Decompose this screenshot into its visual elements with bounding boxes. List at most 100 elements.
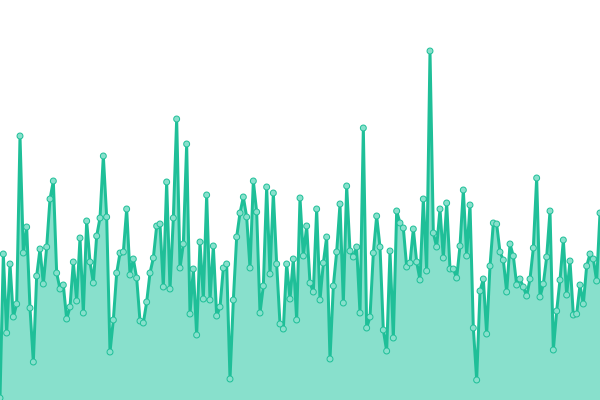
data-point [169,214,177,222]
data-point [359,124,367,132]
data-point [73,297,81,305]
data-point [486,262,494,270]
data-point [466,201,474,209]
data-point [66,303,74,311]
data-point [203,191,211,199]
data-point [269,189,277,197]
data-point [86,258,94,266]
data-point [369,249,377,257]
data-point [393,207,401,215]
data-point [223,260,231,268]
data-point [216,303,224,311]
data-point [456,242,464,250]
data-point [103,213,111,221]
data-point [229,296,237,304]
data-point [113,269,121,277]
data-point [353,243,361,251]
data-point [13,300,21,308]
data-point [199,295,207,303]
data-point [543,253,551,261]
data-point [96,214,104,222]
data-point [303,222,311,230]
data-point [129,255,137,263]
data-point [313,205,321,213]
data-point [559,236,567,244]
data-point [439,254,447,262]
data-point [189,265,197,273]
data-point [33,272,41,280]
data-point [206,296,214,304]
data-point [419,195,427,203]
data-point [163,178,171,186]
data-point [176,264,184,272]
data-point [23,223,31,231]
data-point [573,310,581,318]
data-point [149,254,157,262]
data-point [246,264,254,272]
data-point [509,252,517,260]
data-point [226,375,234,383]
data-point [546,207,554,215]
data-point [519,283,527,291]
data-point [256,309,264,317]
data-point [556,276,564,284]
data-point [373,212,381,220]
data-point [146,269,154,277]
data-point [159,283,167,291]
data-point [173,115,181,123]
data-point [243,213,251,221]
data-point [356,309,364,317]
data-point [493,220,501,228]
data-point [346,247,354,255]
data-point [413,258,421,266]
data-point [236,209,244,217]
data-point [483,330,491,338]
data-point [289,255,297,263]
data-point [516,275,524,283]
data-point [183,140,191,148]
data-point [156,220,164,228]
data-point [89,279,97,287]
data-point [63,315,71,323]
data-point [506,240,514,248]
data-point [399,224,407,232]
data-point [586,250,594,258]
data-point [326,355,334,363]
data-point [583,262,591,270]
data-point [276,320,284,328]
data-point [436,205,444,213]
data-point [363,324,371,332]
data-point [343,182,351,190]
data-point [29,358,37,366]
data-point [383,347,391,355]
data-point [349,253,357,261]
data-point [499,256,507,264]
data-point [579,300,587,308]
data-point [133,274,141,282]
data-point [396,219,404,227]
data-point [266,270,274,278]
data-point [309,288,317,296]
data-point [473,376,481,384]
data-point [449,265,457,273]
data-point [463,252,471,260]
data-point [19,249,27,257]
data-point [409,225,417,233]
data-point [476,287,484,295]
data-point [443,199,451,207]
data-point [126,271,134,279]
data-point [106,348,114,356]
data-point [109,316,117,324]
data-point [526,275,534,283]
data-point [93,232,101,240]
data-point [329,282,337,290]
data-point [549,346,557,354]
data-point [319,259,327,267]
data-point [46,195,54,203]
data-point [513,281,521,289]
data-point [43,243,51,251]
data-point [293,316,301,324]
data-point [186,310,194,318]
data-point [503,288,511,296]
